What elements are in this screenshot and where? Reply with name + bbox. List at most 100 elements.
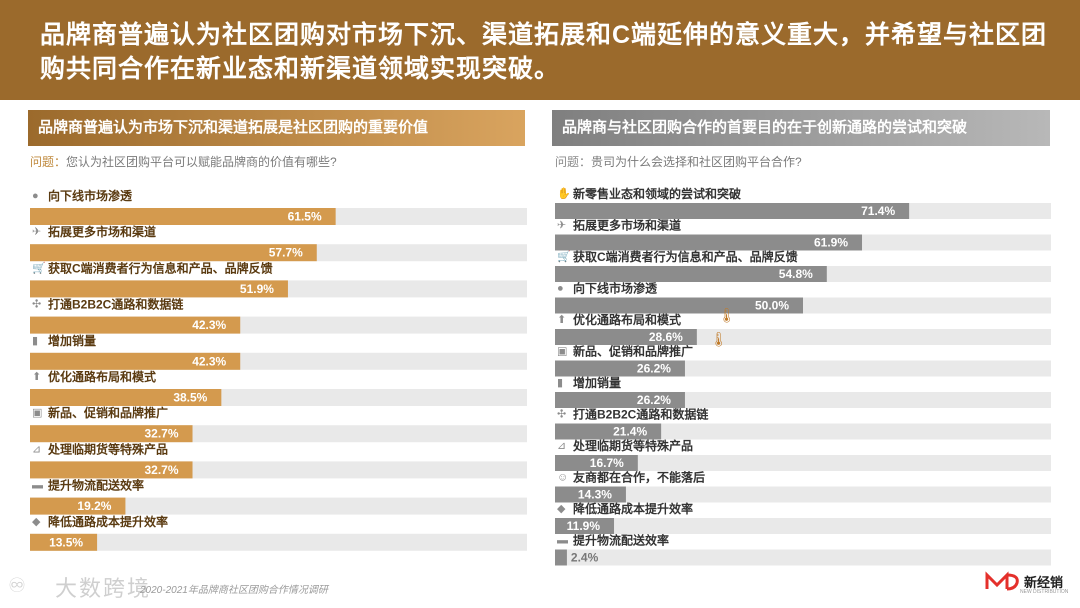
category-label: 增加销量 <box>573 375 621 390</box>
category-label: 拓展更多市场和渠道 <box>48 224 156 239</box>
value-label: 71.4% <box>861 204 895 218</box>
bar <box>30 316 241 334</box>
handshake-icon: ✋ <box>557 187 571 200</box>
bar <box>30 389 222 406</box>
category-label: 降低通路成本提升效率 <box>573 501 693 516</box>
value-label: 11.9% <box>567 519 601 533</box>
new-tag-icon: ▣ <box>557 346 567 358</box>
plane-icon: ✈ <box>557 220 566 232</box>
bar <box>555 392 685 408</box>
value-label: 32.7% <box>144 463 178 477</box>
bar <box>555 549 567 566</box>
bar <box>555 234 863 251</box>
bar <box>555 297 803 314</box>
category-label: 新品、促销和品牌推广 <box>48 405 168 420</box>
money-bag-icon: ◆ <box>557 503 566 515</box>
bar <box>555 455 638 471</box>
bar <box>555 486 626 503</box>
value-label: 54.8% <box>779 267 813 281</box>
brand-name: 新经销 <box>1024 574 1064 590</box>
category-label: 新零售业态和领域的尝试和突破 <box>573 186 741 201</box>
bar <box>30 352 241 370</box>
handcart-icon: ⊿ <box>557 440 566 452</box>
bar <box>555 203 910 219</box>
right-question-text: 贵司为什么会选择和社区团购平台合作? <box>591 155 802 169</box>
drop-icon: ● <box>32 190 39 202</box>
brand-mark-icon <box>985 571 1019 591</box>
bar <box>30 533 98 551</box>
category-label: 获取C端消费者行为信息和产品、品牌反馈 <box>47 260 273 275</box>
category-label: 优化通路布局和模式 <box>573 312 681 327</box>
bar <box>30 280 288 298</box>
bar-track <box>555 455 1051 471</box>
source-note: 2020-2021年品牌商社区团购合作情况调研 <box>140 585 328 596</box>
left-question: 问题：您认为社区团购平台可以赋能品牌商的价值有哪些? <box>30 153 337 170</box>
category-label: 提升物流配送效率 <box>48 478 144 493</box>
category-label: 向下线市场渗透 <box>48 188 133 203</box>
category-label: 处理临期货等特殊产品 <box>47 441 168 456</box>
value-label: 42.3% <box>192 354 226 368</box>
value-label: 28.6% <box>649 330 683 344</box>
bar <box>30 208 336 225</box>
brand-logo: 新经销 <box>985 571 1063 591</box>
category-label: 提升物流配送效率 <box>573 533 669 548</box>
category-label: 获取C端消费者行为信息和产品、品牌反馈 <box>572 249 798 264</box>
bar-track <box>30 497 527 515</box>
bar-track <box>30 533 527 551</box>
value-label: 57.7% <box>269 246 303 260</box>
category-label: 增加销量 <box>48 333 96 348</box>
left-question-text: 您认为社区团购平台可以赋能品牌商的价值有哪些? <box>66 155 337 169</box>
category-label: 向下线市场渗透 <box>573 281 658 296</box>
brand-subtitle: NEW DISTRIBUTION <box>1020 589 1069 595</box>
drop-icon: ● <box>557 283 564 295</box>
right-panel-title: 品牌商与社区团购合作的首要目的在于创新通路的尝试和突破 <box>552 110 1050 146</box>
bar <box>555 423 662 440</box>
thermometer-icon: 🌡 <box>718 307 736 323</box>
value-label: 14.3% <box>578 488 612 502</box>
value-label: 38.5% <box>173 391 207 405</box>
value-label: 26.2% <box>637 362 671 376</box>
value-label: 32.7% <box>144 427 178 441</box>
category-label: 优化通路布局和模式 <box>48 369 156 384</box>
value-label: 2.4% <box>571 551 599 565</box>
money-bag-icon: ◆ <box>32 516 41 528</box>
left-question-label: 问题： <box>30 155 67 169</box>
up-arrow-icon: ⬆ <box>557 314 566 326</box>
thermometer-icon: 🌡 <box>710 331 728 347</box>
bar <box>30 461 193 479</box>
bar <box>555 266 827 282</box>
header-banner: 品牌商普遍认为社区团购对市场下沉、渠道拓展和C端延伸的意义重大，并希望与社区团购… <box>0 0 1080 100</box>
category-label: 降低通路成本提升效率 <box>48 514 168 529</box>
watermark-text: 大数跨境 <box>55 576 152 601</box>
up-arrow-icon: ⬆ <box>32 371 41 383</box>
category-label: 拓展更多市场和渠道 <box>573 218 681 233</box>
category-label: 处理临期货等特殊产品 <box>572 438 693 453</box>
value-label: 21.4% <box>613 425 647 439</box>
bar-track <box>555 423 1051 440</box>
right-question: 问题：贵司为什么会选择和社区团购平台合作? <box>555 153 802 170</box>
network-icon: ✣ <box>557 409 566 421</box>
new-tag-icon: ▣ <box>32 407 42 419</box>
cart-icon: 🛒 <box>32 261 46 274</box>
watermark-logo-icon: ♾ <box>8 575 26 597</box>
truck-icon: ▬ <box>32 480 43 492</box>
right-question-label: 问题： <box>555 155 592 169</box>
bar-track <box>555 549 1051 566</box>
value-label: 61.9% <box>814 236 848 250</box>
value-label: 19.2% <box>77 499 111 513</box>
left-panel-title: 品牌商普遍认为市场下沉和渠道拓展是社区团购的重要价值 <box>28 110 525 146</box>
bar <box>555 518 615 534</box>
category-label: 新品、促销和品牌推广 <box>573 344 693 359</box>
value-label: 16.7% <box>590 456 624 470</box>
value-label: 26.2% <box>637 393 671 407</box>
bar <box>555 360 685 377</box>
bar-track <box>555 486 1051 503</box>
people-icon: ☺ <box>557 472 568 484</box>
category-label: 友商都在合作，不能落后 <box>572 470 705 485</box>
bar-chart-icon: ▮ <box>32 335 38 347</box>
value-label: 50.0% <box>755 299 789 313</box>
network-icon: ✣ <box>32 299 41 311</box>
value-label: 13.5% <box>49 535 83 549</box>
bar-track <box>555 518 1051 534</box>
value-label: 61.5% <box>288 210 322 224</box>
